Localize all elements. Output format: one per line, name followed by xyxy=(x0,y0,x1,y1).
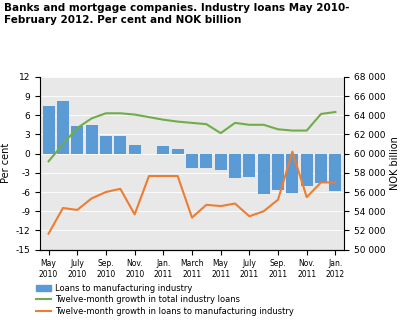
Bar xyxy=(243,154,256,177)
Bar xyxy=(329,154,342,191)
Bar xyxy=(200,154,212,168)
Text: Banks and mortgage companies. Industry loans May 2010-
February 2012. Per cent a: Banks and mortgage companies. Industry l… xyxy=(4,3,350,25)
Y-axis label: Per cent: Per cent xyxy=(1,143,11,183)
Bar xyxy=(315,154,327,183)
Bar xyxy=(229,154,241,178)
Bar xyxy=(286,154,298,193)
Y-axis label: NOK billion: NOK billion xyxy=(390,136,400,190)
Bar xyxy=(172,149,184,154)
Bar xyxy=(301,154,313,186)
Bar xyxy=(42,106,55,154)
Bar xyxy=(214,154,227,170)
Bar xyxy=(100,136,112,154)
Bar xyxy=(57,101,69,154)
Bar xyxy=(272,154,284,190)
Legend: Loans to manufacturing industry, Twelve-month growth in total industry loans, Tw: Loans to manufacturing industry, Twelve-… xyxy=(36,284,294,316)
Bar xyxy=(157,146,170,154)
Bar xyxy=(128,145,141,154)
Bar xyxy=(114,136,126,154)
Bar xyxy=(186,154,198,168)
Bar xyxy=(86,125,98,154)
Bar xyxy=(71,126,83,154)
Bar xyxy=(258,154,270,194)
